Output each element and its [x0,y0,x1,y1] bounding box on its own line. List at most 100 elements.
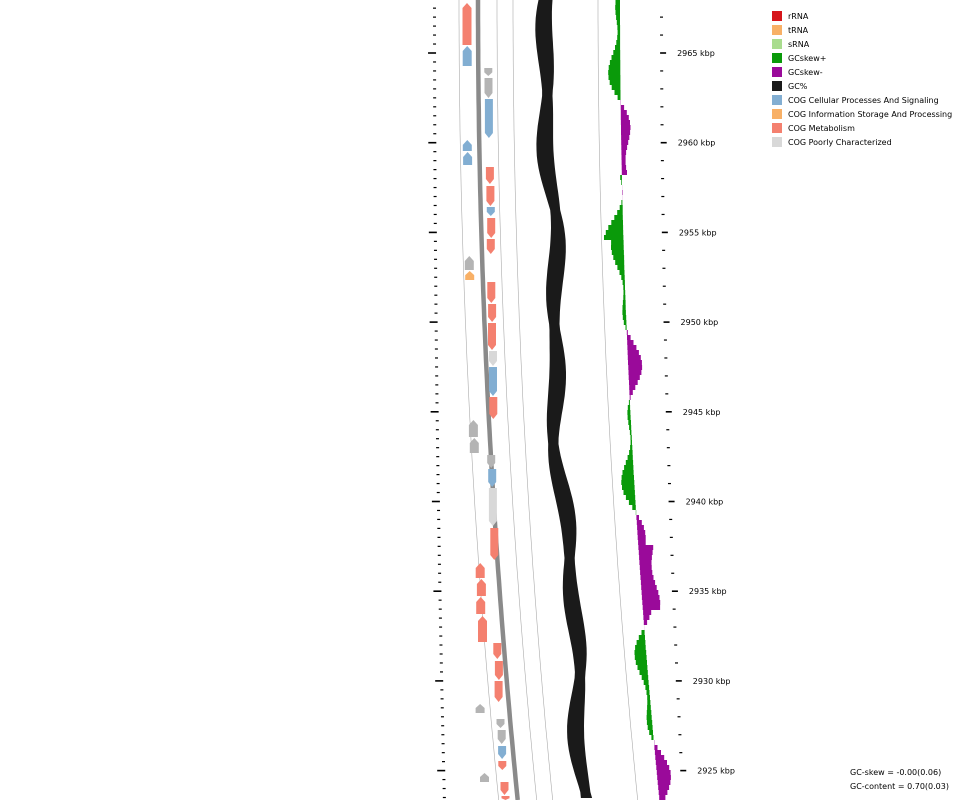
gene-arrow [486,186,495,206]
gene-arrow [475,563,485,578]
gc-skew-positive-bar [604,235,624,240]
legend-item: GC% [772,79,952,93]
gc-skew-negative-bar [626,330,628,335]
legend-swatch [772,53,782,63]
gc-content-stat: GC-content = 0.70(0.03) [850,782,949,791]
gc-skew-negative-bar [621,165,627,170]
gc-skew-positive-bar [629,430,632,435]
gene-arrow [462,140,472,151]
gc-skew-positive-bar [616,40,621,45]
ruler-label: 2935 kbp [689,587,727,596]
gc-skew-negative-bar [656,770,671,775]
gc-skew-negative-bar [640,570,653,575]
gc-skew-positive-bar [628,500,636,505]
legend-label: tRNA [788,25,809,35]
gc-skew-positive-bar [635,645,646,650]
gc-skew-positive-bar [629,450,633,455]
gene-arrow [487,218,496,238]
gc-skew-positive-bar [622,315,627,320]
gc-skew-negative-bar [628,370,642,375]
gc-skew-track [604,0,671,800]
legend-swatch [772,137,782,147]
gene-arrow [498,761,507,770]
legend-swatch [772,109,782,119]
gc-skew-positive-bar [611,245,624,250]
gc-skew-negative-bar [639,555,652,560]
gc-skew-positive-bar [609,80,621,85]
gc-skew-positive-bar [649,730,653,735]
gc-skew-positive-bar [619,205,623,210]
gc-skew-positive-bar [611,85,621,90]
gc-skew-positive-bar [627,410,631,415]
gc-skew-positive-bar [625,460,634,465]
gc-skew-positive-bar [628,400,630,405]
gc-skew-positive-bar [611,55,621,60]
gene-arrow [476,597,486,614]
gc-skew-positive-bar [622,305,626,310]
legend-label: rRNA [788,11,809,21]
gene-arrow [489,367,497,396]
gc-skew-positive-bar [615,45,621,50]
gc-skew-positive-bar [625,325,627,330]
gc-skew-positive-bar [646,710,652,715]
legend-swatch [772,67,782,77]
gc-skew-positive-bar [611,240,624,245]
gene-arrow [476,579,486,596]
gc-skew-negative-bar [621,125,631,130]
ruler-label: 2960 kbp [678,139,716,148]
gc-skew-negative-bar [657,780,671,785]
gc-skew-positive-bar [611,250,624,255]
gc-skew-negative-bar [643,610,652,615]
gc-skew-positive-bar [622,485,635,490]
track-ring [512,0,553,800]
gc-skew-negative-bar [658,790,668,795]
gene-arrow [463,152,473,165]
ruler-label: 2945 kbp [683,408,721,417]
gene-arrow [490,528,499,560]
gc-skew-negative-bar [627,340,634,345]
gc-skew-negative-bar [621,135,630,140]
gc-skew-negative-bar [636,515,639,520]
gc-skew-negative-bar [642,605,661,610]
gc-skew-negative-bar [629,395,631,400]
gene-arrow [488,304,497,322]
gc-skew-positive-bar [647,705,651,710]
gc-skew-positive-bar [622,310,626,315]
legend-swatch [772,123,782,133]
gc-skew-positive-bar [621,275,625,280]
gc-skew-positive-bar [627,405,631,410]
gc-skew-positive-bar [620,175,622,180]
ruler: 2965 kbp 2960 kbp 2955 kbp 2950 kbp 2945 kbp… [428,7,735,799]
gc-skew-positive-bar [617,95,621,100]
gc-skew-negative-bar [627,355,641,360]
gc-skew-negative-bar [639,565,652,570]
gc-skew-negative-bar [654,750,661,755]
gc-skew-positive-bar [623,490,635,495]
gene-arrow [487,282,496,303]
gc-skew-positive-bar [617,35,621,40]
gene-arrow [500,782,509,795]
legend-item: sRNA [772,37,952,51]
gene-arrow [485,167,494,184]
gc-skew-positive-bar [641,675,649,680]
legend-swatch [772,25,782,35]
gene-arrow [480,773,489,782]
legend-swatch [772,11,782,21]
gene-arrow [464,256,474,270]
legend-label: GC% [788,81,808,91]
gc-skew-positive-bar [623,320,627,325]
stats-panel: GC-skew = -0.00(0.06) GC-content = 0.70(… [850,766,949,794]
gc-skew-negative-bar [638,540,646,545]
gc-skew-positive-bar [611,220,623,225]
gc-skew-positive-bar [608,65,621,70]
gc-skew-positive-bar [630,440,632,445]
gc-skew-negative-bar [641,585,657,590]
backbone-ring [475,0,520,800]
legend-item: COG Metabolism [772,121,952,135]
gene-arrow [488,488,497,526]
gc-skew-negative-bar [642,600,661,605]
gc-skew-negative-bar [636,520,642,525]
gc-skew-positive-bar [623,285,625,290]
gc-skew-positive-bar [614,90,621,95]
gc-skew-positive-bar [616,15,620,20]
